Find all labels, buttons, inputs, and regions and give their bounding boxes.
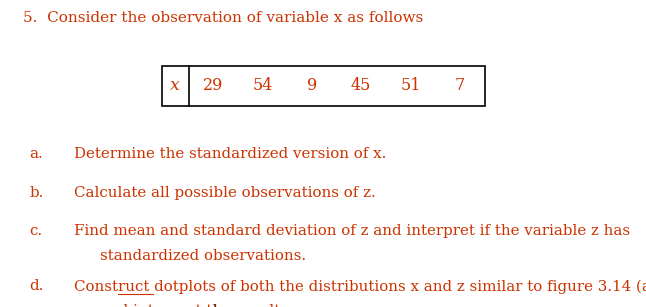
Text: Find mean and standard deviation of z and interpret if the variable z has: Find mean and standard deviation of z an…: [74, 224, 630, 238]
Text: 45: 45: [351, 77, 371, 95]
Text: 51: 51: [401, 77, 421, 95]
Text: standardized observations.: standardized observations.: [100, 249, 306, 263]
Text: b.: b.: [29, 186, 43, 200]
Text: c.: c.: [29, 224, 42, 238]
Text: Construct dotplots of both the distributions x and z similar to figure 3.14 (a &: Construct dotplots of both the distribut…: [74, 279, 646, 294]
Text: x: x: [170, 77, 180, 95]
Text: Determine the standardized version of x.: Determine the standardized version of x.: [74, 147, 387, 161]
Text: 7: 7: [455, 77, 465, 95]
Text: |: |: [212, 304, 217, 307]
Text: a.: a.: [29, 147, 43, 161]
Text: 29: 29: [203, 77, 224, 95]
Text: and interpret the results.: and interpret the results.: [100, 304, 293, 307]
Text: 54: 54: [253, 77, 273, 95]
Text: Calculate all possible observations of z.: Calculate all possible observations of z…: [74, 186, 376, 200]
Text: 9: 9: [307, 77, 317, 95]
Text: d.: d.: [29, 279, 43, 293]
Text: 5.  Consider the observation of variable x as follows: 5. Consider the observation of variable …: [23, 11, 423, 25]
